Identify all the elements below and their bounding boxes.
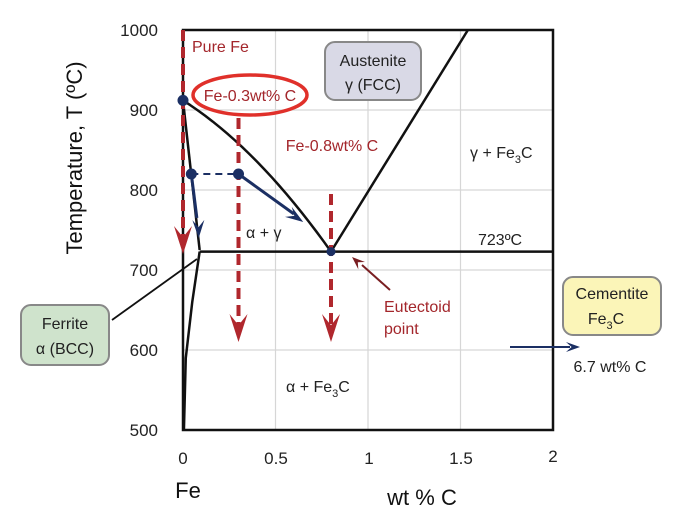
austenite-structure: γ (FCC) [345,77,401,94]
x-tick-2: 2 [548,447,557,466]
cementite-arrow-icon [566,342,580,352]
point-marker [177,94,189,106]
ferrite-structure: α (BCC) [36,341,94,358]
x-tick-1: 1 [364,449,373,468]
eutectoid-arrow-icon [352,257,366,270]
x-origin-label: Fe [175,478,201,503]
eutectoid-label: Eutectoid [384,299,451,316]
eutectoid-temp-label: 723ºC [478,232,522,249]
alpha-solvus [182,251,201,431]
alpha-gamma-region: α + γ [246,225,281,242]
x-tick-1.5: 1.5 [449,449,473,468]
marks [111,30,580,352]
eutectoid-pointer [361,264,391,291]
phase-boundaries [181,29,553,431]
austenite-box [324,41,422,101]
gamma-fe3c-region: γ + Fe3C [470,145,533,166]
austenite-path-arrow-icon [284,206,304,222]
fe08-label: Fe-0.8wt% C [286,138,378,155]
point-marker [185,168,197,180]
austenite-label: Austenite [340,53,407,70]
cementite-box [562,276,662,336]
y-axis-label: Temperature, T (ºC) [62,61,87,254]
y-tick-800: 800 [130,181,158,200]
austenite-composition-path [237,172,295,216]
pure-fe-label: Pure Fe [192,39,249,56]
eutectoid-point-label: point [384,321,419,338]
pure-fe-arrow-icon [174,226,192,254]
ferrite-pointer [111,258,198,321]
y-tick-500: 500 [130,421,158,440]
y-tick-1000: 1000 [120,21,158,40]
x-tick-0.5: 0.5 [264,449,288,468]
fe03-arrow-icon [229,314,248,342]
x-axis-label: wt % C [386,485,457,510]
y-tick-700: 700 [130,261,158,280]
cementite-formula: Fe3C [588,311,624,332]
ferrite-path-arrow-icon [192,219,205,238]
x-tick-0: 0 [178,449,187,468]
y-tick-600: 600 [130,341,158,360]
ferrite-label: Ferrite [42,316,88,333]
cementite-composition: 6.7 wt% C [574,359,647,376]
ferrite-composition-path [189,173,199,219]
point-marker [326,247,336,257]
y-tick-900: 900 [130,101,158,120]
highlight-ellipse [191,73,309,117]
point-marker [233,168,244,180]
alpha-fe3c-region: α + Fe3C [286,379,350,400]
fe08-arrow-icon [322,314,340,342]
cementite-label: Cementite [576,286,649,303]
ferrite-box [20,304,110,366]
gamma-boundary-a3 [182,99,333,253]
plot-frame [181,28,555,432]
gamma-boundary-acm [329,29,469,253]
fe03-label: Fe-0.3wt% C [204,88,296,105]
